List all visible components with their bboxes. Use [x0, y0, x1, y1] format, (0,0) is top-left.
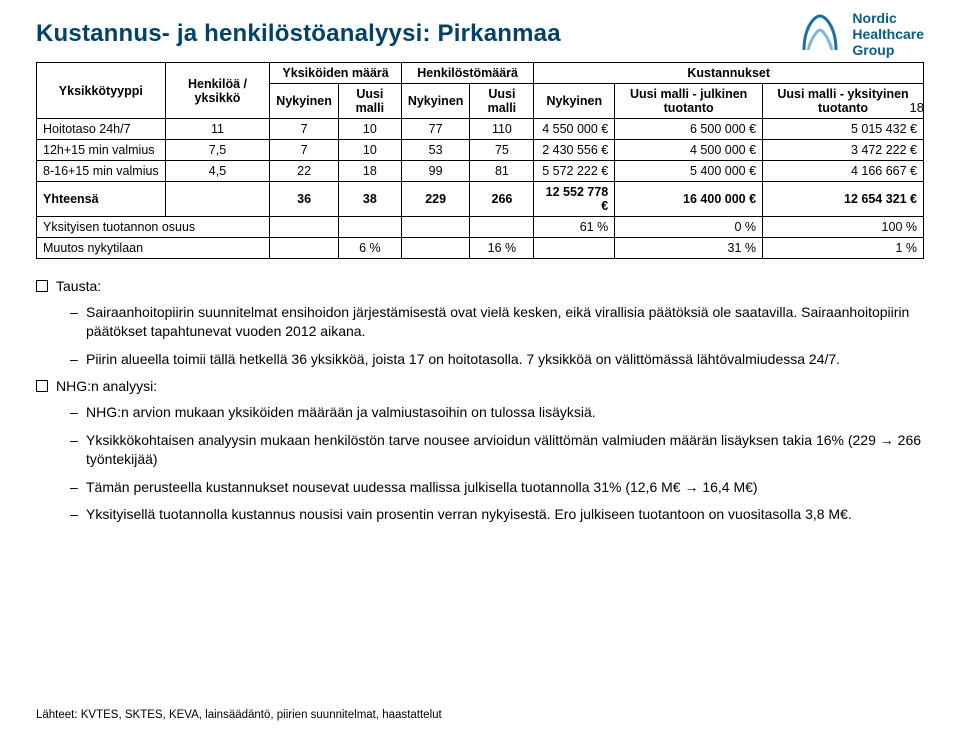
list-item: Yksikkökohtaisen analyysin mukaan henkil…: [70, 431, 924, 470]
cell: [338, 217, 401, 238]
hdr-units-now: Nykyinen: [270, 84, 339, 119]
table-header-row-1: Yksikkötyyppi Henkilöä / yksikkö Yksiköi…: [37, 63, 924, 84]
cell: 77: [401, 119, 470, 140]
cost-table: Yksikkötyyppi Henkilöä / yksikkö Yksiköi…: [36, 62, 924, 259]
hdr-unit-type: Yksikkötyyppi: [37, 63, 166, 119]
section-tausta: Tausta:: [36, 277, 924, 297]
logo-mark: [798, 12, 842, 56]
cell: [470, 217, 534, 238]
cell: 2 430 556 €: [534, 140, 615, 161]
hdr-units-new: Uusi malli: [338, 84, 401, 119]
list-item: Sairaanhoitopiirin suunnitelmat ensihoid…: [70, 303, 924, 342]
table-row-totals: Yhteensä 36 38 229 266 12 552 778 € 16 4…: [37, 182, 924, 217]
cell: 11: [165, 119, 270, 140]
table-row-change: Muutos nykytilaan 6 % 16 % 31 % 1 %: [37, 238, 924, 259]
logo-line3: Group: [852, 42, 924, 58]
cell: 7: [270, 119, 339, 140]
checkbox-icon: [36, 280, 48, 292]
cell: 4 500 000 €: [615, 140, 763, 161]
table-row: Hoitotaso 24h/7 11 7 10 77 110 4 550 000…: [37, 119, 924, 140]
page-number: 18: [910, 100, 924, 115]
section-nhg: NHG:n analyysi:: [36, 377, 924, 397]
cell: 31 %: [615, 238, 763, 259]
section-label: Tausta:: [56, 277, 101, 297]
cell-label: Yksityisen tuotannon osuus: [37, 217, 270, 238]
cell: 36: [270, 182, 339, 217]
list-item: Yksityisellä tuotannolla kustannus nousi…: [70, 505, 924, 525]
cell: 10: [338, 140, 401, 161]
cell: 110: [470, 119, 534, 140]
cell: 5 400 000 €: [615, 161, 763, 182]
cell: 16 400 000 €: [615, 182, 763, 217]
cell: 61 %: [534, 217, 615, 238]
logo-text: Nordic Healthcare Group: [852, 10, 924, 58]
cell: 4,5: [165, 161, 270, 182]
hdr-staff-now: Nykyinen: [401, 84, 470, 119]
cell: 18: [338, 161, 401, 182]
cell: 3 472 222 €: [763, 140, 924, 161]
logo-line2: Healthcare: [852, 26, 924, 42]
cell: 7,5: [165, 140, 270, 161]
table-row-share: Yksityisen tuotannon osuus 61 % 0 % 100 …: [37, 217, 924, 238]
logo-line1: Nordic: [852, 10, 924, 26]
table-row: 12h+15 min valmius 7,5 7 10 53 75 2 430 …: [37, 140, 924, 161]
cell: 1 %: [763, 238, 924, 259]
cell: [270, 238, 339, 259]
bullets-block: Tausta: Sairaanhoitopiirin suunnitelmat …: [36, 277, 924, 525]
list-item: Tämän perusteella kustannukset nousevat …: [70, 478, 924, 498]
cell: 5 572 222 €: [534, 161, 615, 182]
footer-sources: Lähteet: KVTES, SKTES, KEVA, lainsäädänt…: [36, 709, 442, 721]
cell: 12 654 321 €: [763, 182, 924, 217]
checkbox-icon: [36, 380, 48, 392]
cell-label: Yhteensä: [37, 182, 166, 217]
nhg-list: NHG:n arvion mukaan yksiköiden määrään j…: [70, 403, 924, 525]
cell: 266: [470, 182, 534, 217]
cell: 4 166 667 €: [763, 161, 924, 182]
hdr-cost-pub: Uusi malli - julkinen tuotanto: [615, 84, 763, 119]
logo-block: Nordic Healthcare Group: [798, 10, 924, 58]
cell-label: Hoitotaso 24h/7: [37, 119, 166, 140]
cell: [270, 217, 339, 238]
cell: 7: [270, 140, 339, 161]
cell: 10: [338, 119, 401, 140]
hdr-cost-now: Nykyinen: [534, 84, 615, 119]
cell-label: Muutos nykytilaan: [37, 238, 270, 259]
slide-page: Nordic Healthcare Group Kustannus- ja he…: [0, 0, 960, 735]
hdr-staff: Henkilöstömäärä: [401, 63, 534, 84]
hdr-cost-priv: Uusi malli - yksityinen tuotanto: [763, 84, 924, 119]
cell-label: 8-16+15 min valmius: [37, 161, 166, 182]
cell: 229: [401, 182, 470, 217]
cell: 75: [470, 140, 534, 161]
cell: 38: [338, 182, 401, 217]
cell: 99: [401, 161, 470, 182]
list-item: Piirin alueella toimii tällä hetkellä 36…: [70, 350, 924, 370]
cell-label: 12h+15 min valmius: [37, 140, 166, 161]
section-label: NHG:n analyysi:: [56, 377, 157, 397]
tausta-list: Sairaanhoitopiirin suunnitelmat ensihoid…: [70, 303, 924, 370]
cell: [401, 217, 470, 238]
cell: [401, 238, 470, 259]
hdr-units: Yksiköiden määrä: [270, 63, 402, 84]
table-row: 8-16+15 min valmius 4,5 22 18 99 81 5 57…: [37, 161, 924, 182]
cell: 5 015 432 €: [763, 119, 924, 140]
cell: 81: [470, 161, 534, 182]
hdr-costs: Kustannukset: [534, 63, 924, 84]
hdr-hpu: Henkilöä / yksikkö: [165, 63, 270, 119]
cell: 4 550 000 €: [534, 119, 615, 140]
cell: 16 %: [470, 238, 534, 259]
cell: 53: [401, 140, 470, 161]
cell: [534, 238, 615, 259]
page-title: Kustannus- ja henkilöstöanalyysi: Pirkan…: [36, 20, 924, 48]
cell: 6 %: [338, 238, 401, 259]
cell: 22: [270, 161, 339, 182]
table-body: Hoitotaso 24h/7 11 7 10 77 110 4 550 000…: [37, 119, 924, 259]
cell: [165, 182, 270, 217]
hdr-staff-new: Uusi malli: [470, 84, 534, 119]
cell: 12 552 778 €: [534, 182, 615, 217]
cell: 100 %: [763, 217, 924, 238]
cell: 6 500 000 €: [615, 119, 763, 140]
cell: 0 %: [615, 217, 763, 238]
list-item: NHG:n arvion mukaan yksiköiden määrään j…: [70, 403, 924, 423]
